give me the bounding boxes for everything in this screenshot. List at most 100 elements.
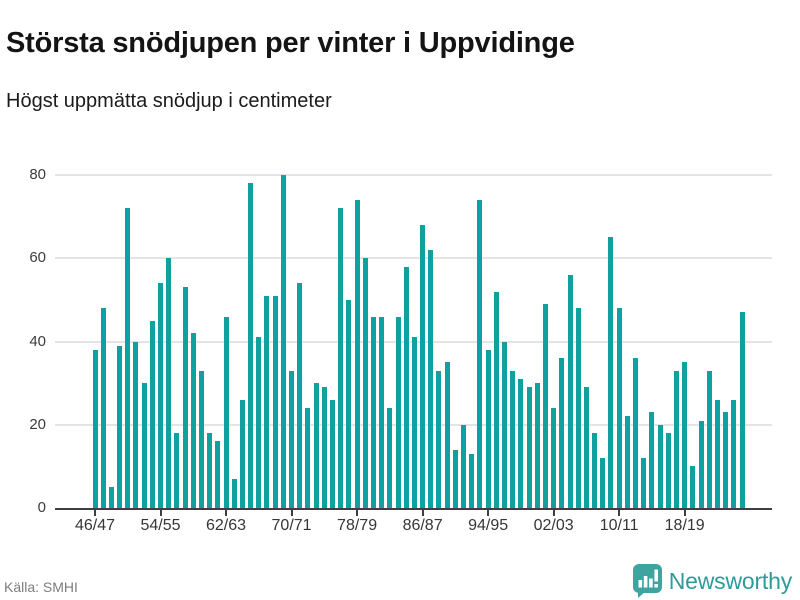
bar-62/63	[223, 316, 229, 508]
bar-90/91	[452, 449, 458, 508]
bar-86/87	[420, 224, 426, 508]
bar-10/11	[616, 308, 622, 508]
bar-85/86	[411, 337, 417, 508]
bar-18/19	[682, 362, 688, 508]
bar-67/68	[264, 295, 270, 508]
bar-17/18	[673, 370, 679, 508]
x-tick-label: 78/79	[337, 517, 378, 534]
bar-79/80	[362, 258, 368, 508]
bar-75/76	[330, 399, 335, 508]
bar-78/79	[354, 199, 360, 508]
bar-00/01	[534, 383, 540, 508]
bar-01/02	[542, 304, 548, 508]
bar-70/71	[289, 370, 295, 508]
bar-11/12	[624, 416, 630, 508]
bar-49/50	[117, 345, 123, 508]
x-tick-label: 70/71	[271, 517, 312, 534]
bar-82/83	[387, 408, 393, 508]
bar-07/08	[592, 433, 598, 508]
source-label: Källa: SMHI	[4, 579, 78, 595]
bar-58/59	[190, 333, 196, 508]
x-tick-label: 46/47	[74, 517, 116, 534]
bar-56/57	[174, 433, 180, 508]
bar-54/55	[158, 283, 164, 508]
bar-03/04	[559, 358, 565, 508]
x-tick-mark	[94, 510, 96, 516]
bar-81/82	[379, 316, 385, 508]
x-tick-label: 10/11	[599, 517, 639, 534]
bar-04/05	[567, 274, 573, 508]
page-subtitle: Högst uppmätta snödjup i centimeter	[6, 90, 332, 112]
bar-72/73	[305, 408, 311, 508]
bar-63/64	[231, 478, 237, 508]
bar-06/07	[583, 387, 589, 508]
bar-89/90	[444, 362, 450, 508]
bar-97/98	[510, 370, 516, 508]
newsworthy-brand: Newsworthy	[632, 564, 792, 598]
bar-14/15	[649, 412, 655, 508]
bar-95/96	[493, 291, 499, 508]
bar-48/49	[108, 487, 114, 508]
x-tick-label: 86/87	[402, 517, 443, 534]
y-tick-label: 80	[29, 166, 46, 183]
y-tick-label: 0	[37, 499, 46, 516]
x-tick-label: 62/63	[206, 517, 247, 534]
bar-59/60	[198, 370, 204, 508]
x-axis-line	[55, 508, 772, 510]
gridline-60	[55, 257, 772, 260]
bar-47/48	[100, 308, 106, 508]
bar-57/58	[182, 287, 188, 508]
x-tick-mark	[683, 510, 686, 516]
bar-05/06	[575, 308, 581, 508]
bar-51/52	[133, 341, 139, 508]
bar-68/69	[272, 295, 278, 508]
x-tick-mark	[356, 510, 359, 516]
bar-69/70	[280, 175, 286, 508]
bar-84/85	[403, 266, 409, 508]
bar-09/10	[608, 237, 614, 508]
x-tick-mark	[618, 510, 621, 516]
bar-52/53	[141, 383, 147, 508]
bar-12/13	[633, 358, 639, 508]
bar-24/25	[731, 399, 737, 508]
bar-83/84	[395, 316, 401, 508]
y-tick-label: 40	[29, 332, 46, 350]
bar-53/54	[149, 320, 155, 508]
bar-02/03	[551, 408, 557, 508]
bar-60/61	[207, 433, 213, 508]
bar-77/78	[346, 299, 352, 508]
x-tick-label: 02/03	[533, 517, 574, 534]
bar-50/51	[125, 208, 131, 508]
bar-13/14	[641, 458, 647, 508]
bar-66/67	[256, 337, 262, 508]
bar-23/24	[723, 412, 729, 508]
y-tick-label: 20	[29, 415, 46, 433]
x-tick-mark	[290, 510, 293, 516]
newsworthy-wordmark: Newsworthy	[668, 567, 792, 594]
bar-94/95	[485, 349, 491, 508]
bar-92/93	[469, 453, 475, 508]
x-tick-mark	[159, 510, 162, 516]
y-tick-label: 60	[29, 249, 46, 267]
x-tick-label: 18/19	[664, 517, 705, 534]
bar-65/66	[248, 183, 254, 508]
bar-76/77	[338, 208, 344, 508]
bar-25/26	[739, 312, 745, 508]
x-tick-label: 54/55	[140, 517, 181, 534]
bar-22/23	[714, 399, 720, 508]
x-tick-mark	[487, 510, 490, 516]
x-tick-label: 94/95	[468, 517, 509, 534]
bar-80/81	[370, 316, 376, 508]
bar-55/56	[166, 258, 172, 508]
x-tick-mark	[552, 510, 555, 516]
bar-71/72	[297, 283, 303, 508]
bar-91/92	[461, 424, 467, 508]
bar-21/22	[706, 370, 712, 508]
x-tick-mark	[225, 510, 228, 516]
bar-20/21	[698, 420, 704, 508]
gridline-80	[55, 174, 772, 176]
bar-08/09	[600, 458, 606, 508]
bar-16/17	[665, 433, 671, 508]
